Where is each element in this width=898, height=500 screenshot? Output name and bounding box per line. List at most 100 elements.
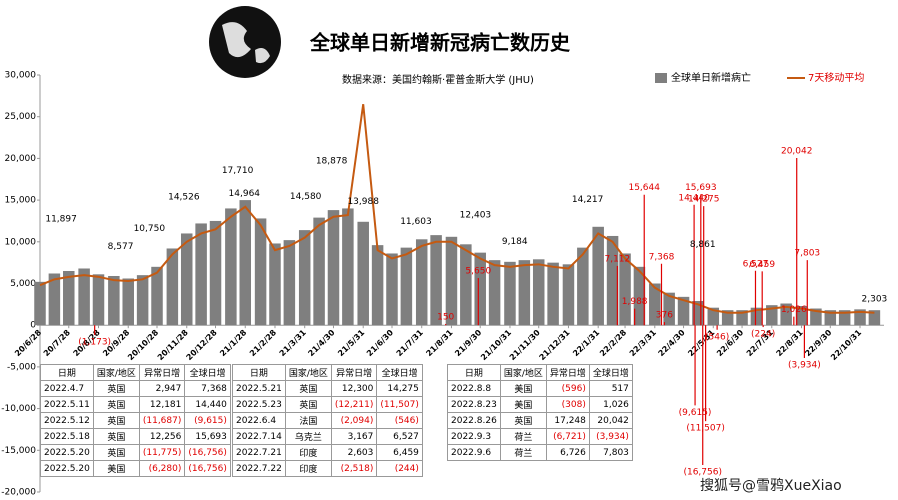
annotation-label: 15,693 <box>685 183 717 193</box>
annotation-label: 14,217 <box>572 195 604 205</box>
table-cell: 荷兰 <box>499 444 547 461</box>
bar <box>532 259 545 326</box>
bar <box>92 274 105 326</box>
bar <box>78 268 90 326</box>
annotation-label: 6,459 <box>749 260 775 270</box>
bar <box>838 310 851 326</box>
annotation-label: 13,988 <box>347 197 379 207</box>
table-cell: 英国 <box>92 380 140 397</box>
table-cell: 12,181 <box>138 396 186 413</box>
annotation-label: 12,403 <box>460 210 492 220</box>
chart-title: 全球单日新增新冠病亡数历史 <box>309 31 571 55</box>
table-header: 全球日增 <box>376 364 423 381</box>
line <box>39 104 875 314</box>
table-cell: 7,368 <box>184 380 231 397</box>
annotation-label: (546) <box>705 332 729 342</box>
bar <box>547 262 559 326</box>
table-cell: 英国 <box>92 444 140 461</box>
x-tick-label: 22/1/31 <box>571 328 601 358</box>
table-cell: 2022.6.4 <box>232 412 286 429</box>
bar <box>707 307 720 326</box>
table-cell: (6,721) <box>545 428 590 445</box>
table-row: 2022.5.20 英国 (11,775) (16,756) <box>40 444 231 461</box>
legend-swatch <box>655 73 667 83</box>
table-cell: 6,459 <box>376 444 423 461</box>
bar <box>824 310 837 326</box>
annotation-label: (1,173) <box>78 337 111 347</box>
x-tick-label: 22/8/31 <box>775 328 805 358</box>
annotation-label: (16,756) <box>683 467 722 477</box>
annotation-label: 14,580 <box>290 192 322 202</box>
x-tick-label: 21/12/31 <box>538 328 572 362</box>
table-cell: 12,256 <box>138 428 186 445</box>
bar <box>488 260 501 326</box>
table-row: 2022.8.23 美国 (308) 1,026 <box>447 396 633 413</box>
bar <box>766 305 778 326</box>
table-cell: 2022.7.21 <box>232 444 286 461</box>
table-cell: 英国 <box>499 412 547 429</box>
bar <box>327 210 340 326</box>
table-header: 国家/地区 <box>284 364 332 381</box>
table-cell: (2,094) <box>330 412 378 429</box>
annotation-label: 7,803 <box>794 249 820 259</box>
bar <box>460 244 472 326</box>
bar <box>180 233 193 326</box>
bar <box>592 226 604 326</box>
table-row: 2022.5.18 英国 12,256 15,693 <box>40 428 231 445</box>
table-cell: (244) <box>376 460 423 477</box>
bar <box>810 308 822 326</box>
annotation-label: 150 <box>437 312 454 322</box>
x-tick-label: 21/5/31 <box>336 328 366 358</box>
bar <box>606 235 619 326</box>
annotation-label: (3,934) <box>788 361 821 371</box>
table-cell: 517 <box>588 380 633 397</box>
annotation-label: 8,577 <box>108 242 134 252</box>
table-header: 异常日增 <box>138 364 186 381</box>
table-header: 日期 <box>40 364 94 381</box>
table-cell: 2022.5.11 <box>40 396 94 413</box>
annotation-label: 14,526 <box>168 193 200 203</box>
table-row: 日期 国家/地区 异常日增 全球日增 <box>447 364 633 381</box>
y-tick-label: 10,000 <box>5 237 37 247</box>
table-row: 2022.4.7 英国 2,947 7,368 <box>40 380 231 397</box>
table-cell: 2,947 <box>138 380 186 397</box>
annotation-label: 14,275 <box>688 195 720 205</box>
x-tick-label: 21/7/31 <box>395 328 425 358</box>
x-tick-label: 20/12/28 <box>185 328 219 362</box>
table-cell: 1,026 <box>588 396 633 413</box>
chart-subtitle: 数据来源：美国约翰斯·霍普金斯大学 (JHU) <box>342 73 534 86</box>
table-cell: 2022.5.20 <box>40 444 94 461</box>
table-cell: 2,603 <box>330 444 378 461</box>
table-cell: 英国 <box>92 428 140 445</box>
x-tick-label: 22/2/28 <box>598 328 628 358</box>
bar <box>750 307 763 326</box>
globe-land <box>222 22 270 64</box>
bar <box>136 275 149 326</box>
annotation-label: 8,861 <box>690 240 716 250</box>
annotation-label: 1,988 <box>622 297 648 307</box>
table-cell: 15,693 <box>184 428 231 445</box>
y-tick-label: 25,000 <box>5 112 37 122</box>
bar <box>166 248 179 326</box>
annotation-label: 2,303 <box>862 294 888 304</box>
table-cell: 2022.5.21 <box>232 380 286 397</box>
bar <box>692 301 704 326</box>
table-row: 2022.5.20 美国 (6,280) (16,756) <box>40 460 231 477</box>
table-cell: 2022.5.20 <box>40 460 94 477</box>
table-cell: (16,756) <box>184 460 231 477</box>
x-tick-label: 20/10/28 <box>126 328 160 362</box>
table-header: 国家/地区 <box>92 364 140 381</box>
bar <box>298 230 311 326</box>
x-tick-label: 21/9/30 <box>453 328 483 358</box>
bar <box>562 264 575 326</box>
bar <box>151 266 163 326</box>
table-cell: 2022.9.6 <box>447 444 501 461</box>
bar <box>254 218 267 326</box>
y-tick-label: -10,000 <box>1 404 36 414</box>
annotation-label: 11,603 <box>400 217 432 227</box>
y-tick-label: 0 <box>30 321 36 331</box>
bar <box>283 240 296 326</box>
table-cell: 美国 <box>499 396 547 413</box>
